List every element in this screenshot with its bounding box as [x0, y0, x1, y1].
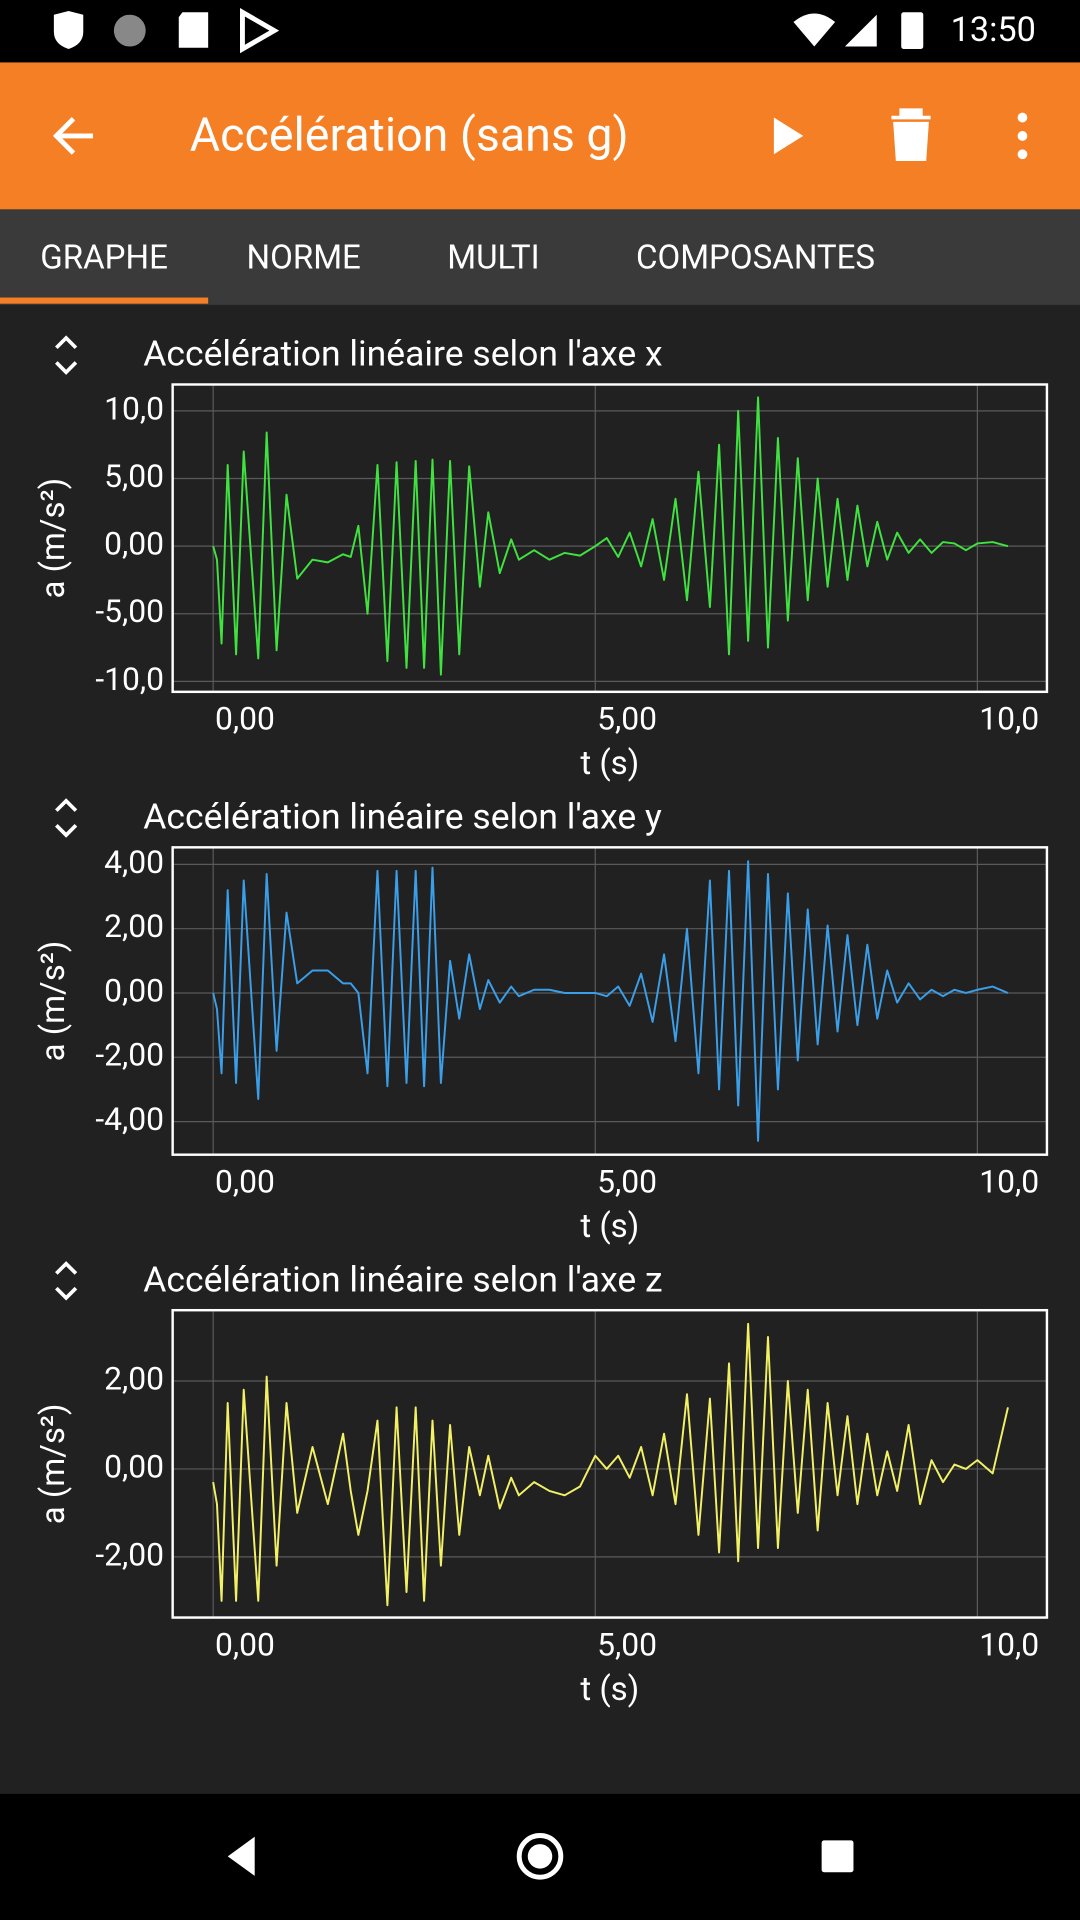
y-tick-label: 0,00: [104, 971, 164, 1009]
y-axis-label: a (m/s²): [34, 1403, 73, 1524]
chart-title: Accélération linéaire selon l'axe y: [143, 796, 662, 838]
play-button[interactable]: [773, 117, 804, 155]
y-tick-label: 2,00: [104, 907, 164, 945]
nav-recent[interactable]: [821, 1840, 854, 1873]
tab[interactable]: GRAPHE: [40, 238, 168, 277]
tab-bar: [0, 209, 1080, 305]
y-tick-label: 5,00: [104, 457, 164, 495]
y-tick-label: -5,00: [95, 592, 164, 630]
y-axis-label: a (m/s²): [34, 478, 73, 599]
x-tick-label: 5,00: [597, 700, 657, 738]
x-axis-label: t (s): [580, 1207, 639, 1246]
status-icon: [240, 8, 280, 54]
tab[interactable]: NORME: [247, 238, 361, 277]
x-axis-label: t (s): [580, 1670, 639, 1709]
menu-button[interactable]: [1017, 112, 1028, 160]
status-icon: [113, 14, 146, 47]
x-tick-label: 0,00: [215, 700, 275, 738]
data-line: [212, 1322, 1009, 1607]
y-tick-label: 0,00: [104, 525, 164, 563]
tab-indicator: [0, 297, 209, 304]
tab[interactable]: MULTI: [447, 238, 539, 277]
data-line: [212, 860, 1009, 1142]
toolbar-title: Accélération (sans g): [190, 109, 629, 163]
plot-frame: [171, 846, 1049, 1156]
y-tick-label: 0,00: [104, 1447, 164, 1485]
x-tick-label: 10,0: [979, 1625, 1039, 1663]
nav-home[interactable]: [516, 1833, 564, 1880]
y-tick-label: -2,00: [95, 1036, 164, 1074]
y-tick-label: -10,0: [95, 660, 164, 698]
x-axis-label: t (s): [580, 744, 639, 783]
y-tick-label: 10,0: [104, 389, 164, 427]
battery-icon: [901, 12, 924, 49]
x-tick-label: 5,00: [597, 1162, 657, 1200]
expand-toggle[interactable]: [55, 1261, 78, 1301]
y-tick-label: -2,00: [95, 1535, 164, 1573]
x-tick-label: 0,00: [215, 1162, 275, 1200]
nav-back[interactable]: [227, 1836, 255, 1876]
x-tick-label: 5,00: [597, 1625, 657, 1663]
expand-toggle[interactable]: [55, 798, 78, 838]
plot-frame: [171, 1308, 1049, 1619]
delete-button[interactable]: [891, 108, 931, 162]
nav-home-dot: [527, 1844, 553, 1869]
plot-frame: [171, 383, 1049, 694]
back-button[interactable]: [52, 117, 94, 155]
y-tick-label: -4,00: [95, 1100, 164, 1138]
expand-toggle[interactable]: [55, 335, 78, 375]
x-tick-label: 10,0: [979, 700, 1039, 738]
x-tick-label: 10,0: [979, 1162, 1039, 1200]
y-tick-label: 2,00: [104, 1359, 164, 1397]
x-tick-label: 0,00: [215, 1625, 275, 1663]
wifi-icon: [793, 13, 836, 47]
tab[interactable]: COMPOSANTES: [636, 238, 875, 277]
chart-title: Accélération linéaire selon l'axe z: [143, 1258, 662, 1300]
status-icon: [53, 11, 84, 49]
status-icon: [178, 12, 209, 48]
data-line: [212, 396, 1009, 676]
y-axis-label: a (m/s²): [34, 941, 73, 1062]
chart-title: Accélération linéaire selon l'axe x: [143, 333, 662, 375]
y-tick-label: 4,00: [104, 843, 164, 881]
clock: 13:50: [951, 10, 1036, 50]
